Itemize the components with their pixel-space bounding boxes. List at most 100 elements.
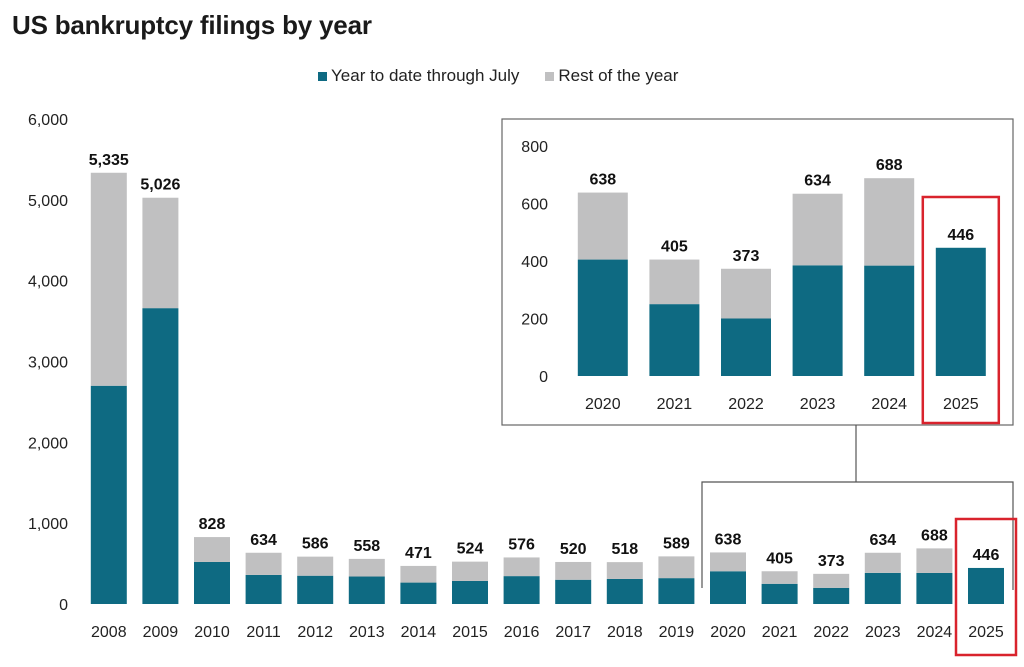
legend-label-rest: Rest of the year bbox=[558, 66, 679, 85]
inset-y-tick-label: 0 bbox=[539, 369, 548, 386]
main-x-tick-label: 2014 bbox=[401, 624, 437, 641]
main-bar-ytd bbox=[348, 576, 385, 604]
main-x-tick-label: 2008 bbox=[91, 624, 127, 641]
inset-bar-ytd bbox=[649, 304, 700, 376]
main-x-tick-label: 2025 bbox=[968, 624, 1004, 641]
main-data-label: 558 bbox=[353, 538, 380, 555]
main-highlight-box bbox=[954, 517, 1018, 657]
main-x-tick-label: 2019 bbox=[659, 624, 695, 641]
chart-title: US bankruptcy filings by year bbox=[12, 10, 372, 40]
inset-bar-ytd bbox=[935, 247, 986, 376]
main-x-tick-label: 2013 bbox=[349, 624, 385, 641]
main-data-label: 828 bbox=[199, 516, 226, 533]
inset-data-label: 373 bbox=[733, 248, 760, 265]
main-bar-ytd bbox=[555, 579, 592, 604]
main-bar-rest bbox=[658, 556, 695, 579]
legend: Year to date through July Rest of the ye… bbox=[318, 66, 704, 86]
inset-data-label: 688 bbox=[876, 157, 903, 174]
legend-swatch-rest bbox=[545, 71, 555, 81]
main-y-tick-label: 6,000 bbox=[28, 112, 68, 129]
main-bar-ytd bbox=[606, 578, 643, 604]
main-bar-ytd bbox=[761, 583, 798, 604]
inset-bar-rest bbox=[864, 178, 915, 266]
inset-data-label: 446 bbox=[947, 227, 974, 244]
inset-y-tick-label: 200 bbox=[521, 312, 548, 329]
main-x-tick-label: 2017 bbox=[555, 624, 591, 641]
inset-y-tick-label: 600 bbox=[521, 197, 548, 214]
main-x-tick-label: 2015 bbox=[452, 624, 488, 641]
main-bar-ytd bbox=[142, 308, 179, 604]
inset-y-tick-label: 800 bbox=[521, 139, 548, 156]
main-data-label: 589 bbox=[663, 535, 690, 552]
main-x-tick-label: 2021 bbox=[762, 624, 798, 641]
main-data-label: 520 bbox=[560, 541, 587, 558]
main-data-label: 634 bbox=[250, 532, 277, 549]
main-bar-ytd bbox=[194, 561, 230, 604]
main-bar-rest bbox=[606, 562, 643, 579]
main-bar-rest bbox=[297, 556, 334, 576]
inset-bar-rest bbox=[649, 259, 700, 305]
inset-data-label: 638 bbox=[589, 172, 616, 189]
main-bar-rest bbox=[555, 561, 592, 580]
main-bar-rest bbox=[813, 573, 850, 588]
main-data-label: 471 bbox=[405, 545, 432, 562]
main-x-tick-label: 2012 bbox=[297, 624, 333, 641]
main-bar-rest bbox=[142, 197, 179, 309]
main-x-tick-label: 2022 bbox=[813, 624, 849, 641]
main-bar-ytd bbox=[452, 580, 488, 604]
main-bar-ytd bbox=[245, 574, 282, 604]
main-bar-rest bbox=[400, 565, 437, 583]
main-bar-ytd bbox=[710, 571, 746, 604]
inset-data-label: 634 bbox=[804, 173, 831, 190]
main-y-tick-label: 0 bbox=[59, 597, 68, 614]
main-bar-ytd bbox=[400, 582, 437, 604]
main-data-label: 688 bbox=[921, 527, 948, 544]
main-x-tick-label: 2011 bbox=[246, 624, 281, 641]
legend-item-rest: Rest of the year bbox=[545, 66, 678, 86]
main-bar-rest bbox=[710, 552, 746, 572]
main-data-label: 518 bbox=[611, 541, 638, 558]
main-data-label: 405 bbox=[766, 550, 793, 567]
inset-x-tick-label: 2024 bbox=[871, 396, 907, 413]
main-data-label: 634 bbox=[869, 532, 896, 549]
inset-x-tick-label: 2025 bbox=[943, 396, 979, 413]
main-x-tick-label: 2024 bbox=[917, 624, 953, 641]
main-x-tick-label: 2023 bbox=[865, 624, 901, 641]
main-x-tick-label: 2010 bbox=[194, 624, 230, 641]
main-data-label: 5,335 bbox=[89, 152, 129, 169]
main-x-tick-label: 2020 bbox=[710, 624, 746, 641]
main-data-label: 5,026 bbox=[140, 177, 180, 194]
main-bar-ytd bbox=[503, 576, 540, 604]
inset-y-tick-label: 400 bbox=[521, 254, 548, 271]
inset-bar-ytd bbox=[864, 265, 915, 376]
main-data-label: 373 bbox=[818, 553, 845, 570]
main-bar-ytd bbox=[968, 567, 1004, 604]
inset-x-tick-label: 2020 bbox=[585, 396, 621, 413]
main-bar-rest bbox=[864, 552, 901, 573]
inset-x-tick-label: 2022 bbox=[728, 396, 764, 413]
main-data-label: 576 bbox=[508, 536, 535, 553]
main-bar-rest bbox=[194, 537, 230, 562]
main-x-tick-label: 2018 bbox=[607, 624, 643, 641]
inset-data-label: 405 bbox=[661, 239, 688, 256]
main-bar-ytd bbox=[916, 572, 953, 604]
main-bar-rest bbox=[452, 561, 488, 581]
main-y-tick-label: 3,000 bbox=[28, 355, 68, 372]
inset-bar-ytd bbox=[792, 265, 843, 376]
main-y-tick-label: 5,000 bbox=[28, 193, 68, 210]
main-bar-rest bbox=[916, 548, 953, 573]
main-data-label: 524 bbox=[457, 541, 484, 558]
main-data-label: 446 bbox=[973, 547, 1000, 564]
inset-x-tick-label: 2021 bbox=[657, 396, 693, 413]
main-x-tick-label: 2016 bbox=[504, 624, 540, 641]
main-bar-ytd bbox=[297, 575, 334, 604]
main-y-tick-label: 4,000 bbox=[28, 274, 68, 291]
main-bar-ytd bbox=[813, 587, 850, 604]
main-bar-rest bbox=[90, 172, 127, 386]
inset-bar-rest bbox=[577, 192, 628, 260]
legend-label-ytd: Year to date through July bbox=[331, 66, 520, 85]
main-bar-ytd bbox=[90, 385, 127, 604]
inset-bar-rest bbox=[721, 268, 771, 319]
legend-swatch-ytd bbox=[318, 71, 327, 81]
